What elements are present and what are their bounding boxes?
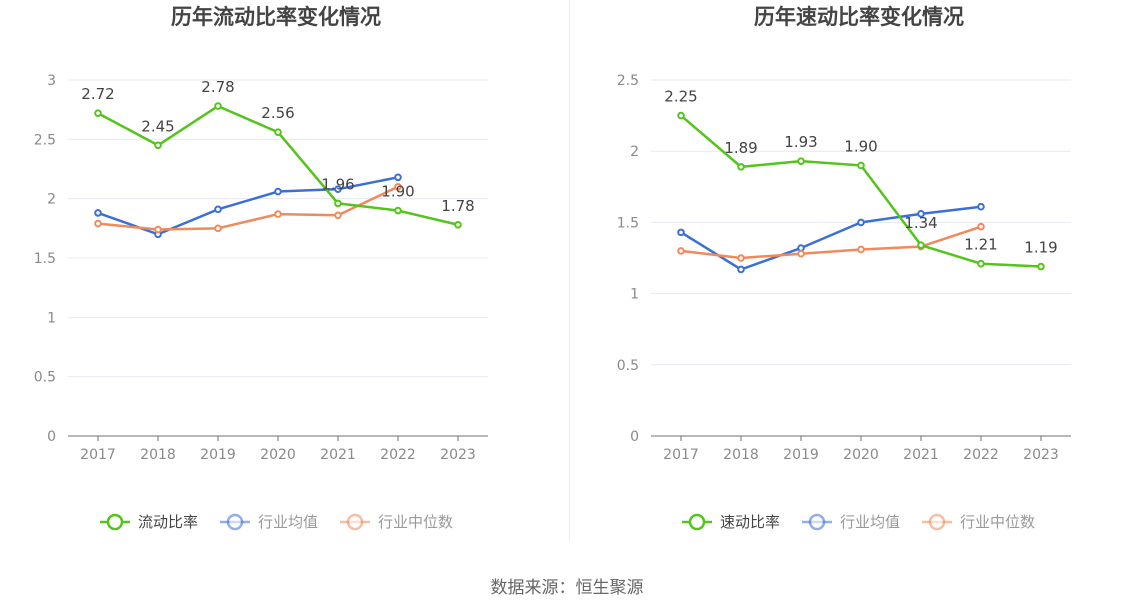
y-tick-label: 2.5 [34, 132, 56, 148]
data-point [154, 225, 162, 234]
legend-label: 行业中位数 [960, 513, 1035, 531]
legend-label: 行业均值 [258, 513, 318, 531]
y-tick-label: 2.5 [617, 73, 639, 89]
x-tick-label: 2019 [783, 447, 819, 463]
series-line-2 [97, 185, 399, 231]
data-label: 2.78 [201, 78, 234, 96]
series-line-2 [680, 225, 982, 260]
data-point [334, 199, 342, 208]
x-tick-label: 2018 [723, 447, 759, 463]
y-tick-label: 1 [630, 287, 639, 303]
data-point [1037, 262, 1045, 271]
y-tick-label: 2 [47, 192, 56, 208]
chart-title: 历年流动比率变化情况 [171, 5, 381, 29]
data-label: 2.72 [81, 85, 114, 103]
data-point [737, 163, 745, 171]
data-label: 1.89 [724, 139, 757, 157]
x-tick-label: 2023 [440, 447, 476, 463]
data-point [94, 219, 102, 228]
x-tick-label: 2022 [963, 447, 999, 463]
x-tick-label: 2021 [320, 447, 356, 463]
data-point [394, 206, 402, 215]
data-point [917, 210, 925, 218]
data-point [857, 161, 865, 170]
chart-divider [569, 0, 570, 542]
legend-marker [688, 513, 706, 531]
data-point [977, 259, 985, 268]
data-label: 2.25 [664, 88, 697, 106]
legend-marker [928, 513, 946, 531]
y-tick-label: 1.5 [617, 215, 639, 231]
data-label: 1.96 [321, 175, 354, 193]
data-label: 1.90 [381, 183, 414, 201]
x-tick-label: 2017 [663, 447, 699, 463]
legend-label: 行业中位数 [378, 513, 453, 531]
x-tick-label: 2022 [380, 447, 416, 463]
data-label: 1.19 [1024, 239, 1057, 257]
x-tick-label: 2019 [200, 447, 236, 463]
data-point [274, 210, 282, 218]
data-source-note: 数据来源：恒生聚源 [490, 578, 644, 598]
data-label: 2.56 [261, 104, 294, 122]
legend-marker [226, 513, 244, 531]
data-point [154, 141, 162, 150]
chart-title: 历年速动比率变化情况 [754, 5, 964, 29]
x-tick-label: 2023 [1023, 447, 1059, 463]
y-tick-label: 1.5 [34, 251, 56, 267]
data-point [454, 220, 462, 229]
x-tick-label: 2017 [80, 447, 116, 463]
data-label: 1.34 [904, 214, 937, 232]
y-tick-label: 0 [630, 429, 639, 445]
x-tick-label: 2018 [140, 447, 176, 463]
data-point [737, 254, 745, 262]
data-label: 1.21 [964, 236, 997, 254]
data-point [677, 228, 685, 237]
data-point [917, 241, 925, 249]
data-point [677, 247, 685, 255]
data-point [334, 211, 342, 220]
data-point [334, 185, 342, 193]
y-tick-label: 3 [47, 73, 56, 89]
data-point [797, 249, 805, 258]
y-tick-label: 0.5 [34, 370, 56, 386]
x-tick-label: 2020 [260, 447, 296, 463]
data-point [94, 109, 102, 118]
y-tick-label: 1 [47, 310, 56, 326]
data-point [274, 187, 282, 196]
data-label: 1.78 [441, 197, 474, 215]
data-point [394, 173, 402, 182]
data-point [977, 202, 985, 211]
legend-label: 行业均值 [840, 513, 900, 531]
data-point [214, 224, 222, 233]
y-tick-label: 0.5 [617, 358, 639, 374]
data-point [94, 209, 102, 217]
x-tick-label: 2021 [903, 447, 939, 463]
data-point [857, 245, 865, 254]
legend-marker [346, 513, 364, 531]
data-point [857, 218, 865, 227]
x-tick-label: 2020 [843, 447, 879, 463]
data-label: 1.90 [844, 137, 877, 155]
data-point [214, 102, 222, 110]
legend-marker [808, 513, 826, 531]
series-line-1 [680, 205, 982, 271]
data-label: 1.93 [784, 133, 817, 151]
data-point [677, 111, 685, 120]
y-tick-label: 0 [47, 429, 56, 445]
data-point [977, 222, 985, 231]
data-point [737, 265, 745, 274]
data-point [274, 128, 282, 137]
data-label: 2.45 [141, 117, 174, 135]
data-point [214, 205, 222, 214]
data-point [394, 183, 402, 191]
legend-marker [106, 513, 124, 531]
y-tick-label: 2 [630, 144, 639, 160]
legend-label: 流动比率 [138, 513, 198, 531]
data-point [797, 157, 805, 165]
series-line-1 [97, 176, 399, 236]
legend-label: 速动比率 [720, 513, 780, 531]
